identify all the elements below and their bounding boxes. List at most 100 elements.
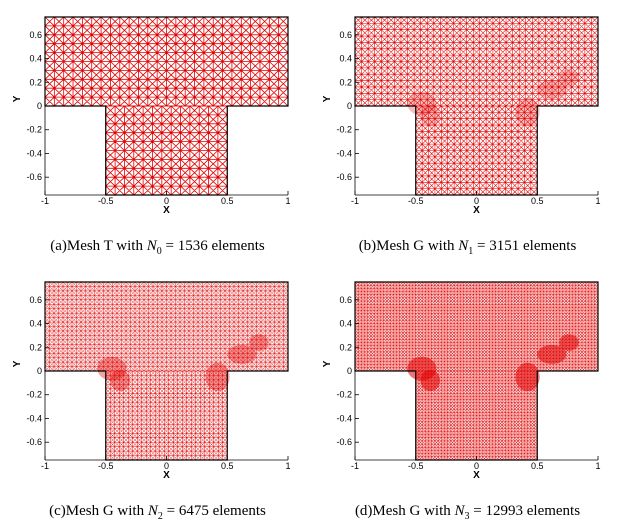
caption-count: = 6475 elements: [162, 503, 266, 519]
caption-count: = 1536 elements: [161, 238, 265, 254]
x-tick-label: -0.5: [98, 461, 114, 471]
y-tick-label: 0.6: [339, 295, 352, 305]
y-tick-label: -0.2: [26, 390, 42, 400]
caption-prefix: (c)Mesh G with: [49, 503, 148, 519]
y-tick-label: -0.6: [336, 172, 352, 182]
refinement-blob: [559, 334, 579, 351]
refinement-zones: [97, 334, 269, 392]
x-axis-label: X: [163, 205, 170, 216]
caption-count: = 3151 elements: [473, 238, 577, 254]
caption-symbol: N: [454, 503, 465, 519]
y-tick-label: 0: [347, 101, 352, 111]
panel-c: -0.6 -0.4 -0.2 0 0.2 0.4 0.6 -1 -0.5 0 0.5 1 X Y (c)M…: [0, 265, 315, 530]
x-tick-label: -1: [351, 461, 359, 471]
x-axis-label: X: [473, 470, 480, 481]
refinement-blob: [249, 334, 269, 351]
x-tick-label: 1: [595, 196, 600, 206]
y-tick-label: 0: [37, 366, 42, 376]
y-axis-label: Y: [322, 360, 333, 367]
y-tick-label: -0.4: [336, 413, 352, 423]
x-tick-label: 0: [164, 461, 169, 471]
y-tick-label: -0.4: [336, 148, 352, 158]
mesh-plot-c: -0.6 -0.4 -0.2 0 0.2 0.4 0.6 -1 -0.5 0 0.5 1 X Y: [12, 281, 291, 481]
mesh-plot-d: -0.6 -0.4 -0.2 0 0.2 0.4 0.6 -1 -0.5 0 0.5 1 X Y: [322, 281, 601, 481]
refinement-zones: [407, 69, 579, 127]
refinement-blob: [407, 91, 437, 116]
x-tick-label: 1: [285, 196, 290, 206]
y-tick-label: -0.2: [336, 390, 352, 400]
y-tick-label: 0.4: [29, 319, 42, 329]
y-tick-label: 0.4: [29, 54, 42, 64]
caption-c: (c)Mesh G with N2 = 6475 elements: [0, 503, 315, 522]
panel-b: -0.6 -0.4 -0.2 0 0.2 0.4 0.6 -1 -0.5 0 0.5 1 X Y (b)M…: [310, 0, 625, 265]
caption-prefix: (d)Mesh G with: [354, 503, 455, 519]
refinement-blob: [559, 69, 579, 86]
y-tick-label: -0.4: [26, 148, 42, 158]
y-tick-label: 0.6: [339, 30, 352, 40]
panel-d: -0.6 -0.4 -0.2 0 0.2 0.4 0.6 -1 -0.5 0 0.5 1 X Y (d)M…: [310, 265, 625, 530]
mesh-elements: [44, 281, 289, 461]
y-tick-label: 0: [347, 366, 352, 376]
caption-subscript: 2: [157, 511, 163, 522]
refinement-blob: [420, 104, 441, 127]
caption-subscript: 3: [464, 511, 470, 522]
y-axis-label: Y: [12, 95, 23, 102]
y-tick-label: 0.4: [339, 319, 352, 329]
refinement-blob: [420, 369, 441, 392]
y-tick-label: 0.2: [29, 342, 42, 352]
mesh-plot-a: -0.6 -0.4 -0.2 0 0.2 0.4 0.6 -1 -0.5 0 0.5 1 X Y: [12, 16, 291, 216]
y-tick-label: -0.4: [26, 413, 42, 423]
mesh-region: [44, 16, 289, 107]
y-tick-label: 0.2: [339, 342, 352, 352]
caption-subscript: 1: [468, 246, 474, 257]
caption-d: (d)Mesh G with N3 = 12993 elements: [310, 503, 625, 522]
x-tick-label: -1: [351, 196, 359, 206]
caption-a: (a)Mesh T with N0 = 1536 elements: [0, 238, 315, 257]
y-axis-label: Y: [322, 95, 333, 102]
refinement-blob: [205, 362, 230, 392]
mesh-region: [105, 105, 228, 196]
x-axis-label: X: [163, 470, 170, 481]
y-tick-label: -0.6: [26, 437, 42, 447]
caption-symbol: N: [458, 238, 469, 254]
x-tick-label: 0.5: [221, 461, 234, 471]
x-tick-label: -0.5: [408, 196, 424, 206]
x-tick-label: 0.5: [221, 196, 234, 206]
y-tick-label: -0.2: [26, 125, 42, 135]
refinement-blob: [537, 344, 567, 364]
caption-symbol: N: [146, 238, 157, 254]
x-tick-label: -0.5: [408, 461, 424, 471]
y-tick-label: -0.6: [336, 437, 352, 447]
mesh-elements: [354, 16, 599, 196]
caption-prefix: (b)Mesh G with: [358, 238, 459, 254]
caption-symbol: N: [147, 503, 158, 519]
refinement-blob: [515, 362, 540, 392]
refinement-blob: [227, 344, 257, 364]
x-tick-label: 0.5: [531, 461, 544, 471]
x-tick-label: 1: [285, 461, 290, 471]
panel-a: -0.6 -0.4 -0.2 0 0.2 0.4 0.6 -1 -0.5 0 0.5 1 X Y (a)M…: [0, 0, 315, 265]
y-tick-label: 0.6: [29, 30, 42, 40]
x-tick-label: 0: [474, 196, 479, 206]
x-tick-label: 0: [474, 461, 479, 471]
refinement-blob: [110, 369, 131, 392]
caption-prefix: (a)Mesh T with: [50, 238, 147, 254]
y-tick-label: 0.4: [339, 54, 352, 64]
x-tick-label: 0.5: [531, 196, 544, 206]
x-tick-label: -1: [41, 196, 49, 206]
y-tick-label: -0.2: [336, 125, 352, 135]
mesh-plot-b: -0.6 -0.4 -0.2 0 0.2 0.4 0.6 -1 -0.5 0 0.5 1 X Y: [322, 16, 601, 216]
caption-count: = 12993 elements: [469, 503, 581, 519]
y-tick-label: 0.2: [29, 77, 42, 87]
caption-b: (b)Mesh G with N1 = 3151 elements: [310, 238, 625, 257]
x-tick-label: -0.5: [98, 196, 114, 206]
caption-subscript: 0: [156, 246, 162, 257]
refinement-blob: [515, 97, 540, 127]
y-tick-label: 0.6: [29, 295, 42, 305]
y-axis-label: Y: [12, 360, 23, 367]
refinement-blob: [97, 356, 127, 381]
refinement-zones: [407, 334, 579, 392]
x-tick-label: 0: [164, 196, 169, 206]
y-tick-label: 0.2: [339, 77, 352, 87]
y-tick-label: 0: [37, 101, 42, 111]
